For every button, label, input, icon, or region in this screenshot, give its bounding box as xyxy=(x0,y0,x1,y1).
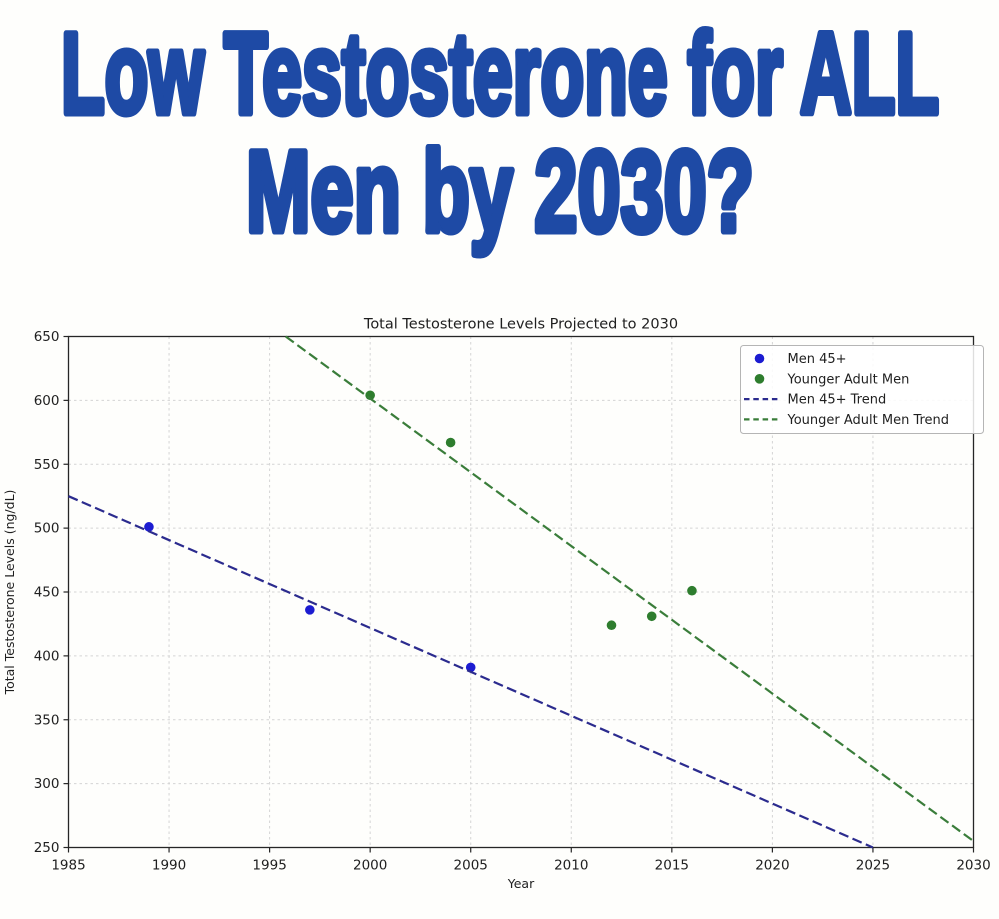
y-axis-label: Total Testosterone Levels (ng/dL) xyxy=(2,490,17,696)
headline: Low Testosterone for ALL Men by 2030? xyxy=(58,7,943,260)
x-tick-label: 2005 xyxy=(454,858,488,874)
data-point xyxy=(144,522,154,532)
x-tick-label: 2015 xyxy=(655,858,689,874)
headline-line1: Low Testosterone for ALL xyxy=(61,10,939,138)
y-tick-label: 300 xyxy=(34,776,60,792)
y-tick-label: 450 xyxy=(34,585,60,601)
y-tick-label: 550 xyxy=(34,457,60,473)
x-tick-label: 2000 xyxy=(353,858,387,874)
headline-line2: Men by 2030? xyxy=(246,128,754,256)
chart-data-layer: Men 45+ Younger Adult Men Men 45+ Trend You… xyxy=(68,335,984,849)
y-tick-label: 600 xyxy=(34,393,60,409)
data-point xyxy=(305,605,315,615)
x-tick-label: 1985 xyxy=(51,858,85,874)
y-tick-label: 250 xyxy=(34,840,60,856)
x-tick-label: 2025 xyxy=(856,858,890,874)
legend-marker xyxy=(754,353,765,364)
data-point xyxy=(646,611,657,622)
x-tick-label: 1990 xyxy=(152,858,186,874)
legend-label: Men 45+ Trend xyxy=(788,393,887,408)
y-tick-label: 500 xyxy=(34,521,60,537)
legend-label: Men 45+ xyxy=(788,352,847,367)
data-point xyxy=(445,437,456,448)
trend-line xyxy=(68,495,874,849)
x-tick-label: 2020 xyxy=(755,858,789,874)
legend-label: Younger Adult Men xyxy=(787,372,910,387)
legend-label: Younger Adult Men Trend xyxy=(787,413,950,428)
data-point xyxy=(687,585,697,596)
trend-line xyxy=(285,335,975,842)
testosterone-chart: 1985 1990 1995 2000 2005 2010 2015 2020 2025 2030… xyxy=(2,317,991,892)
x-tick-label: 2010 xyxy=(554,858,588,874)
legend-marker xyxy=(754,374,765,384)
legend-box xyxy=(740,345,984,434)
y-tick-label: 350 xyxy=(34,712,60,728)
chart-title: Total Testosterone Levels Projected to 2… xyxy=(363,317,678,333)
x-axis-label: Year xyxy=(507,876,535,891)
y-tick-label: 650 xyxy=(34,329,60,345)
data-point xyxy=(606,620,617,631)
y-tick-label: 400 xyxy=(34,648,60,664)
x-tick-label: 2030 xyxy=(956,858,990,874)
x-tick-label: 1995 xyxy=(252,858,286,874)
chart-grid: 1985 1990 1995 2000 2005 2010 2015 2020 2025 2030… xyxy=(34,329,991,874)
